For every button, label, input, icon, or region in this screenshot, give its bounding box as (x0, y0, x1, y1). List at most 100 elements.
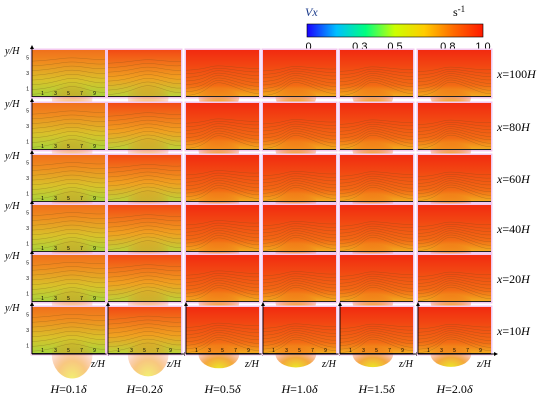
contour-line (107, 214, 182, 219)
contour-panel: 1 3 5 7 9 z/H (338, 302, 420, 370)
contour-line (339, 273, 414, 280)
contour-line (107, 335, 182, 343)
contour-line (185, 175, 260, 183)
contour-line (339, 237, 414, 251)
contour-line (31, 241, 106, 250)
column-label-var: H (280, 382, 291, 396)
contour-line (417, 282, 492, 294)
contour-line (417, 134, 492, 149)
column-label: H=1.0δ (280, 382, 317, 396)
contour-line (31, 170, 106, 176)
contour-line (262, 121, 337, 128)
contour-line (417, 336, 492, 350)
contour-line (339, 223, 414, 230)
contour-line (339, 171, 414, 177)
contour-panel: 1 3 5 7 9 z/H (184, 302, 266, 370)
contour-line (185, 273, 260, 280)
contour-line (185, 220, 260, 226)
row-label: x=80H (496, 120, 531, 134)
contour-line (185, 227, 260, 237)
contour-line (185, 339, 260, 353)
x-tick-label: 1 (272, 348, 275, 354)
contour-line (417, 332, 492, 343)
row-label-var: x (496, 222, 503, 236)
y-tick-label: 1 (26, 140, 29, 146)
x-tick-label: 3 (130, 348, 133, 354)
contour-line (262, 123, 337, 132)
contour-line (31, 183, 106, 190)
x-tick-label: 7 (234, 348, 237, 354)
contour-line (31, 122, 106, 129)
contour-line (31, 237, 106, 245)
contour-line (262, 126, 337, 135)
contour-line (339, 68, 414, 75)
y-axis-label: y/H (4, 46, 20, 57)
contour-line (339, 180, 414, 191)
contour-panel: 1 3 5 7 9 z/H (261, 302, 343, 370)
y-tick-label: 3 (26, 276, 29, 282)
x-tick-label: 9 (247, 348, 250, 354)
contour-line (31, 57, 106, 62)
contour-line (417, 236, 492, 251)
column-label: H=0.1δ (49, 382, 86, 396)
y-tick-label: 1 (26, 192, 29, 198)
contour-line (31, 82, 106, 90)
contour-panel: 1 3 5 7 9 z/H (416, 302, 498, 370)
y-axis-label: y/H (4, 303, 20, 314)
contour-line (31, 65, 106, 71)
contour-line (31, 114, 106, 120)
contour-line (417, 126, 492, 136)
x-tick-label: 1 (195, 348, 198, 354)
contour-line (262, 180, 337, 191)
contour-panel (184, 203, 261, 267)
contour-line (262, 278, 337, 287)
contour-line (185, 330, 260, 339)
contour-line (107, 283, 182, 291)
x-tick-label: 5 (67, 348, 70, 354)
x-axis-label: z/H (476, 359, 492, 370)
contour-line (31, 110, 106, 115)
contour-line (339, 282, 414, 294)
contour-line (262, 284, 337, 298)
y-axis-arrow (30, 150, 34, 154)
contour-line (107, 70, 182, 77)
y-axis-arrow (184, 302, 188, 306)
contour-line (107, 315, 182, 320)
contour-line (107, 179, 182, 187)
contour-line (107, 134, 182, 144)
contour-line (417, 276, 492, 284)
contour-line (262, 280, 337, 291)
x-tick-label: 9 (93, 196, 96, 202)
x-tick-label: 3 (54, 348, 57, 354)
y-tick-label: 1 (26, 87, 29, 93)
x-tick-label: 1 (117, 348, 120, 354)
x-tick-label: 7 (80, 196, 83, 202)
x-tick-label: 9 (401, 348, 404, 354)
y-tick-label: 3 (26, 176, 29, 182)
contour-line (185, 187, 260, 201)
column-label-var: H (357, 382, 368, 396)
row-label-var: x (496, 120, 503, 134)
contour-line (31, 274, 106, 281)
contour-line (262, 282, 337, 294)
contour-line (185, 128, 260, 138)
contour-line (185, 180, 260, 190)
contour-line (31, 131, 106, 138)
column-label-var: H (49, 382, 60, 396)
contour-line (185, 230, 260, 240)
row-label: x=40H (496, 222, 531, 236)
contour-line (417, 224, 492, 231)
contour-line (262, 70, 337, 79)
contour-line (107, 164, 182, 169)
contour-line (107, 131, 182, 139)
x-tick-label: 1 (41, 246, 44, 252)
contour-line (339, 232, 414, 244)
x-tick-label: 5 (375, 348, 378, 354)
x-axis-label: z/H (166, 359, 182, 370)
contour-line (262, 287, 337, 301)
x-tick-label: 7 (388, 348, 391, 354)
x-tick-label: 1 (41, 196, 44, 202)
contour-line (31, 191, 106, 200)
